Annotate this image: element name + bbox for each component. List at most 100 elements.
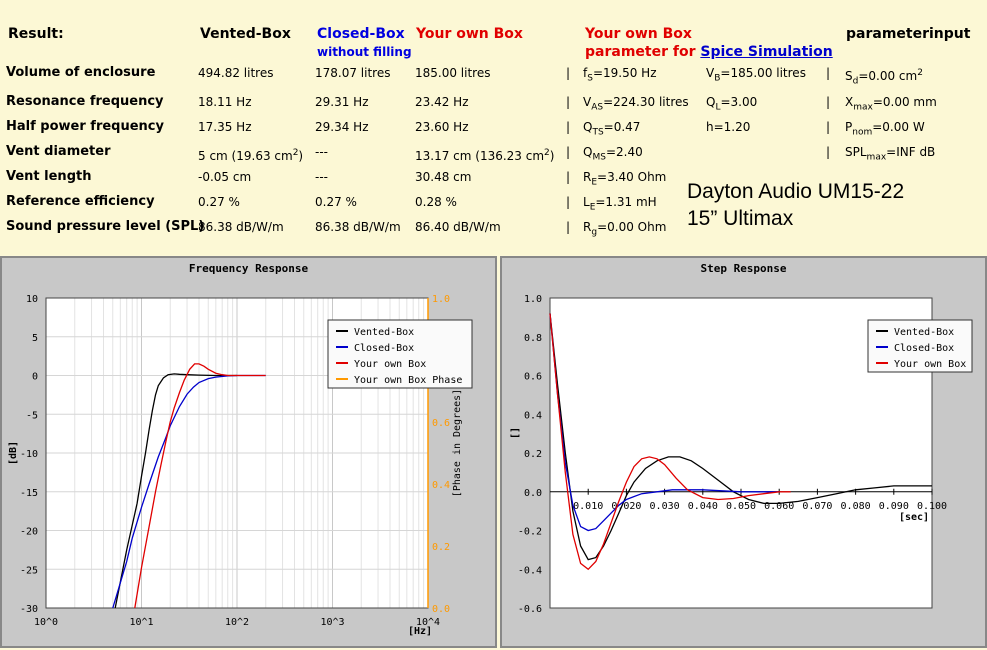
spice-re: RE=3.40 Ohm [583,170,666,187]
separator: | [826,95,831,109]
x-tick-label: 0.060 [764,501,794,512]
legend-entry: Your own Box Phase [354,375,462,386]
sub: d [852,76,859,87]
closed-value: 29.34 Hz [315,120,369,134]
closed-value: 86.38 dB/W/m [315,220,401,234]
legend-entry: Vented-Box [894,327,954,338]
spice-ql: QL=3.00 [706,95,757,112]
val: =2.40 [605,145,643,159]
row-label: Vent length [6,169,92,184]
sub: TS [592,127,604,138]
own-value: 23.42 Hz [415,95,469,109]
row-label: Vent diameter [6,144,111,159]
spice-simulation-link[interactable]: Spice Simulation [700,44,833,60]
x-axis-label: [Hz] [408,626,432,637]
vented-value: -0.05 cm [198,170,252,184]
speaker-model-label: Dayton Audio UM15-22 15” Ultimax [687,178,904,232]
x-tick-label: 0.100 [917,501,947,512]
spice-qts: QTS=0.47 [583,120,640,137]
plot-border [549,297,933,609]
y-tick-label: -0.4 [518,565,542,576]
y-tick-label: 1.0 [524,294,542,305]
legend-entry: Closed-Box [354,343,414,354]
sym: SPL [845,145,867,159]
spice-vb: VB=185.00 litres [706,66,806,83]
row-label: Sound pressure level (SPL) [6,219,205,234]
col-closed-subheader: without filling [317,45,412,59]
row-label: Resonance frequency [6,94,164,109]
y-tick-label: 0.6 [524,372,542,383]
separator: | [566,220,571,234]
col-spice-subheader: parameter for Spice Simulation [585,44,833,60]
chart-title: Step Response [700,262,786,275]
chart-title: Frequency Response [189,262,309,275]
separator: | [566,170,571,184]
frequency-response-chart: Frequency Response 10 5 0 -5 -10 -15 -20 -25 -30 1… [8,262,473,637]
x-tick-label: 0.050 [726,501,756,512]
y-tick-label: -15 [20,488,38,499]
x-tick-label: 10^4 [416,617,440,628]
row-label: Volume of enclosure [6,65,156,80]
vented-vent-diameter: 5 cm (19.63 cm [198,149,293,163]
separator: | [826,120,831,134]
col-spice-header: Your own Box [585,26,692,42]
vented-value: 0.27 % [198,195,240,209]
sym: V [583,95,592,109]
unit-exponent: 2 [544,148,550,158]
sub: E [589,202,596,213]
legend-entry: Vented-Box [354,327,414,338]
sub: MS [592,152,606,163]
val: =3.00 [720,95,758,109]
spice-qms: QMS=2.40 [583,145,643,162]
brand-line-2: 15” Ultimax [687,207,794,230]
closed-value: 178.07 litres [315,66,391,80]
separator: | [826,145,831,159]
x-axis-label: [sec] [899,512,929,523]
y-tick-label: 10 [26,294,38,305]
param-splmax: SPLmax=INF dB [845,145,935,162]
result-title: Result: [8,26,64,42]
series-line-1 [112,374,266,609]
col-param-header: parameterinput [846,26,971,42]
sym: L [583,195,590,209]
val: =185.00 litres [720,66,806,80]
x-tick-label: 0.010 [573,501,603,512]
y2-tick-label: 0.0 [432,604,450,615]
step-response-panel: Step Response 0.010 0.020 0.030 0.040 0.050 0.… [500,256,987,648]
col-spice-prefix: parameter for [585,44,696,60]
sup: 2 [917,68,923,78]
y-tick-label: 0.4 [524,410,542,421]
val: =0.00 Ohm [597,220,667,234]
col-own-header: Your own Box [416,26,523,42]
y-tick-label: -20 [20,527,38,538]
y-axis-label: [dB] [8,441,19,465]
val: =3.40 Ohm [597,170,667,184]
sub: S [587,73,593,84]
sub: max [853,102,873,113]
series-line-0 [549,313,932,561]
x-tick-label: 0.030 [650,501,680,512]
row-label: Half power frequency [6,119,164,134]
separator: | [566,145,571,159]
vented-value: 18.11 Hz [198,95,252,109]
val: =19.50 Hz [592,66,657,80]
y2-tick-label: 0.6 [432,418,450,429]
y-tick-label: -0.6 [518,604,542,615]
own-value: 13.17 cm (136.23 cm2) [415,148,555,163]
legend-entry: Your own Box [354,359,426,370]
y-tick-label: 0.0 [524,488,542,499]
sym: Q [583,145,593,159]
vented-value: 86.38 dB/W/m [198,220,284,234]
closed-value: --- [315,170,328,184]
closed-value: 29.31 Hz [315,95,369,109]
series-line-1 [549,313,780,532]
sub: E [591,177,598,188]
row-label: Reference efficiency [6,194,155,209]
sub: AS [591,102,604,113]
sub: g [591,227,598,238]
y-tick-label: -5 [26,410,38,421]
x-tick-label: 0.040 [688,501,718,512]
step-response-chart: Step Response 0.010 0.020 0.030 0.040 0.050 0.… [510,262,973,615]
series-line-2 [134,363,266,609]
col-closed-header: Closed-Box [317,26,405,42]
